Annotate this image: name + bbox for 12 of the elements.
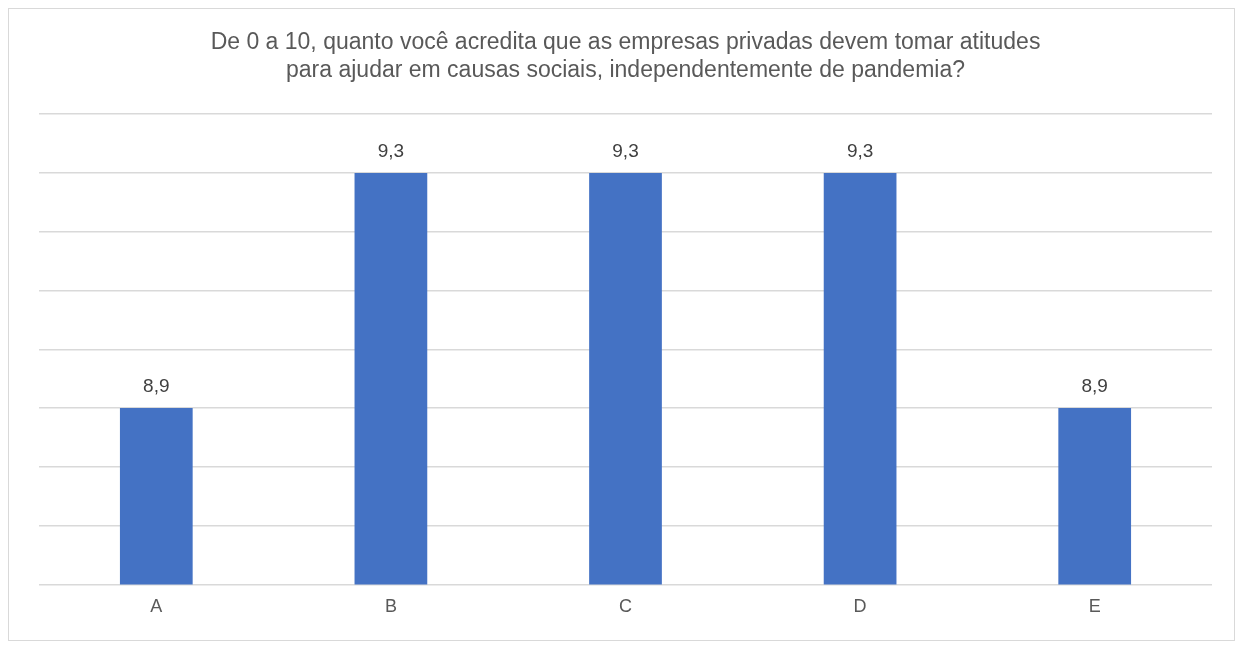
x-tick-label: A [150,596,163,617]
x-tick-label: E [1088,596,1101,617]
data-label: 9,3 [377,139,405,161]
text: para ajudar em causas sociais, independentemente de pandemia? [286,55,965,82]
data-label: 8,9 [143,374,170,396]
x-tick-label: D [853,596,867,617]
x-tick-label: B [384,596,397,617]
text: De 0 a 10, quanto você acredita que as empresas privadas devem tomar atitudes [210,28,1041,55]
x-tick-label: C [619,596,632,617]
data-label: 9,3 [612,139,639,161]
data-label: 9,3 [846,139,874,161]
data-label: 8,9 [1081,374,1108,396]
